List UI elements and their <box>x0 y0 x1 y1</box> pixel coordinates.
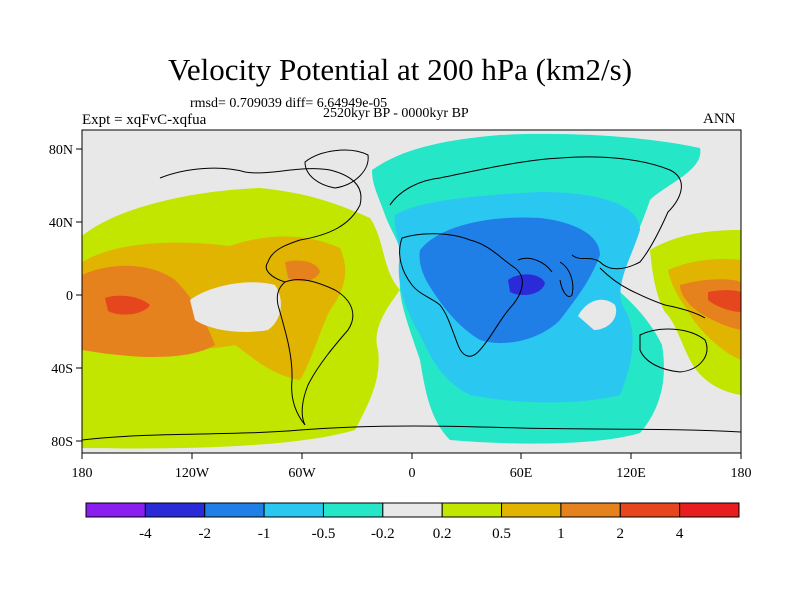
lon-tick-label: 120E <box>616 466 646 481</box>
coast-antarctica <box>82 425 741 441</box>
colorbar-label: -1 <box>258 526 271 542</box>
lon-tick-label: 0 <box>409 466 416 481</box>
colorbar-label: 1 <box>557 526 565 542</box>
lon-tick-label: 60W <box>288 466 316 481</box>
field-gray-hole-indian <box>578 299 617 330</box>
colorbar-swatch <box>322 502 384 518</box>
lat-tick-label: 0 <box>66 289 73 304</box>
page-title: Velocity Potential at 200 hPa (km2/s) <box>167 52 633 87</box>
colorbar: -4 -2 -1 -0.5 -0.2 0.2 0.5 1 2 4 <box>85 502 740 542</box>
colorbar-swatch <box>560 502 621 518</box>
stats-subtitle: rmsd= 0.709039 diff= 6.64949e-05 <box>190 96 388 111</box>
coastlines <box>82 149 741 441</box>
experiment-label: Expt = xqFvC-xqfua <box>82 112 207 128</box>
coast-australia <box>639 328 708 373</box>
period-subtitle: 2520kyr BP - 0000kyr BP <box>323 106 469 121</box>
colorbar-label: 2 <box>617 526 625 542</box>
colorbar-label: 0.5 <box>492 526 511 542</box>
colorbar-label: -0.2 <box>371 526 395 542</box>
colorbar-swatch <box>85 502 146 518</box>
colorbar-swatch <box>144 502 206 518</box>
colorbar-label: 4 <box>676 526 684 542</box>
colorbar-label: 0.2 <box>433 526 452 542</box>
season-label: ANN <box>703 111 736 127</box>
lon-tick-label: 120W <box>175 466 210 481</box>
colorbar-swatch <box>501 502 562 518</box>
coast-africa <box>399 233 523 357</box>
longitude-axis: 180 120W 60W 0 60E 120E 180 <box>72 453 752 481</box>
colorbar-swatch <box>619 502 681 518</box>
field-deepblue-core <box>508 274 545 295</box>
colorbar-swatch <box>382 502 443 518</box>
colorbar-swatch <box>263 502 324 518</box>
lat-tick-label: 80S <box>51 435 73 450</box>
colorbar-swatch <box>441 502 503 518</box>
coast-south-america <box>276 279 354 426</box>
coast-arabia-india <box>517 257 574 297</box>
field-redorange-wpac <box>708 290 741 312</box>
lon-tick-label: 60E <box>510 466 533 481</box>
lat-tick-label: 40N <box>49 216 73 231</box>
latitude-axis: 80N 40N 0 40S 80S <box>49 143 82 450</box>
field-redorange-pacific <box>105 295 150 315</box>
coast-greenland <box>304 149 369 189</box>
field-gray-hole-pacific <box>190 282 281 332</box>
colorbar-label: -0.5 <box>312 526 336 542</box>
lat-tick-label: 80N <box>49 143 73 158</box>
field-orange-caribbean <box>285 260 320 282</box>
coast-north-america <box>159 167 362 283</box>
lon-tick-label: 180 <box>731 466 752 481</box>
colorbar-swatch <box>679 502 740 518</box>
lon-tick-label: 180 <box>72 466 93 481</box>
lat-tick-label: 40S <box>51 362 73 377</box>
colorbar-label: -4 <box>139 526 152 542</box>
field-orange-west <box>82 265 215 357</box>
velocity-field <box>82 130 741 453</box>
coast-southeast-asia <box>599 267 706 319</box>
colorbar-label: -2 <box>198 526 211 542</box>
coast-europe-asia <box>389 156 682 270</box>
colorbar-swatch <box>204 502 265 518</box>
